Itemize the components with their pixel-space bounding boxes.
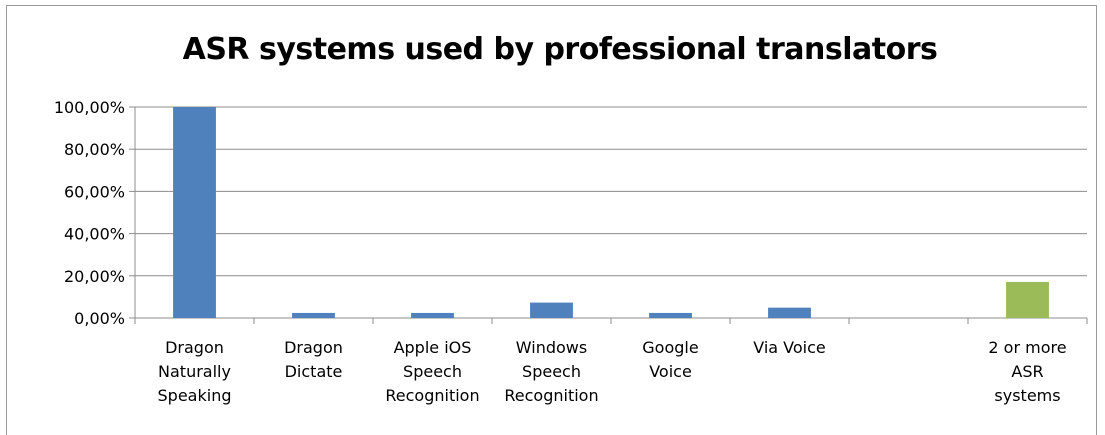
x-category-label: 2 or more	[988, 338, 1066, 357]
bar	[1006, 281, 1049, 318]
x-category-label: systems	[994, 386, 1060, 405]
x-category-label: Speaking	[158, 386, 232, 405]
x-category-label: Speech	[403, 362, 462, 381]
y-tick-label: 100,00%	[54, 98, 125, 117]
x-category-label: Google	[642, 338, 698, 357]
bar	[292, 312, 335, 318]
x-category-label: ASR	[1011, 362, 1043, 381]
x-category-label: Dragon	[165, 338, 224, 357]
x-category-label: Speech	[522, 362, 581, 381]
y-tick-label: 0,00%	[74, 309, 125, 328]
bar	[173, 107, 216, 318]
chart-title: ASR systems used by professional transla…	[182, 32, 938, 67]
y-tick-label: 20,00%	[64, 267, 125, 286]
x-category-label: Recognition	[504, 386, 598, 405]
bar	[649, 312, 692, 318]
bar	[768, 307, 811, 318]
x-category-label: Dragon	[284, 338, 343, 357]
x-category-label: Naturally	[158, 362, 231, 381]
x-category-label: Windows	[516, 338, 587, 357]
x-category-label: Apple iOS	[394, 338, 472, 357]
bar	[530, 302, 573, 318]
x-category-label: Recognition	[385, 386, 479, 405]
y-tick-label: 60,00%	[64, 182, 125, 201]
x-category-label: Dictate	[285, 362, 343, 381]
bar	[411, 312, 454, 318]
y-tick-label: 40,00%	[64, 225, 125, 244]
x-category-label: Voice	[649, 362, 692, 381]
x-category-label: Via Voice	[753, 338, 826, 357]
y-tick-label: 80,00%	[64, 140, 125, 159]
